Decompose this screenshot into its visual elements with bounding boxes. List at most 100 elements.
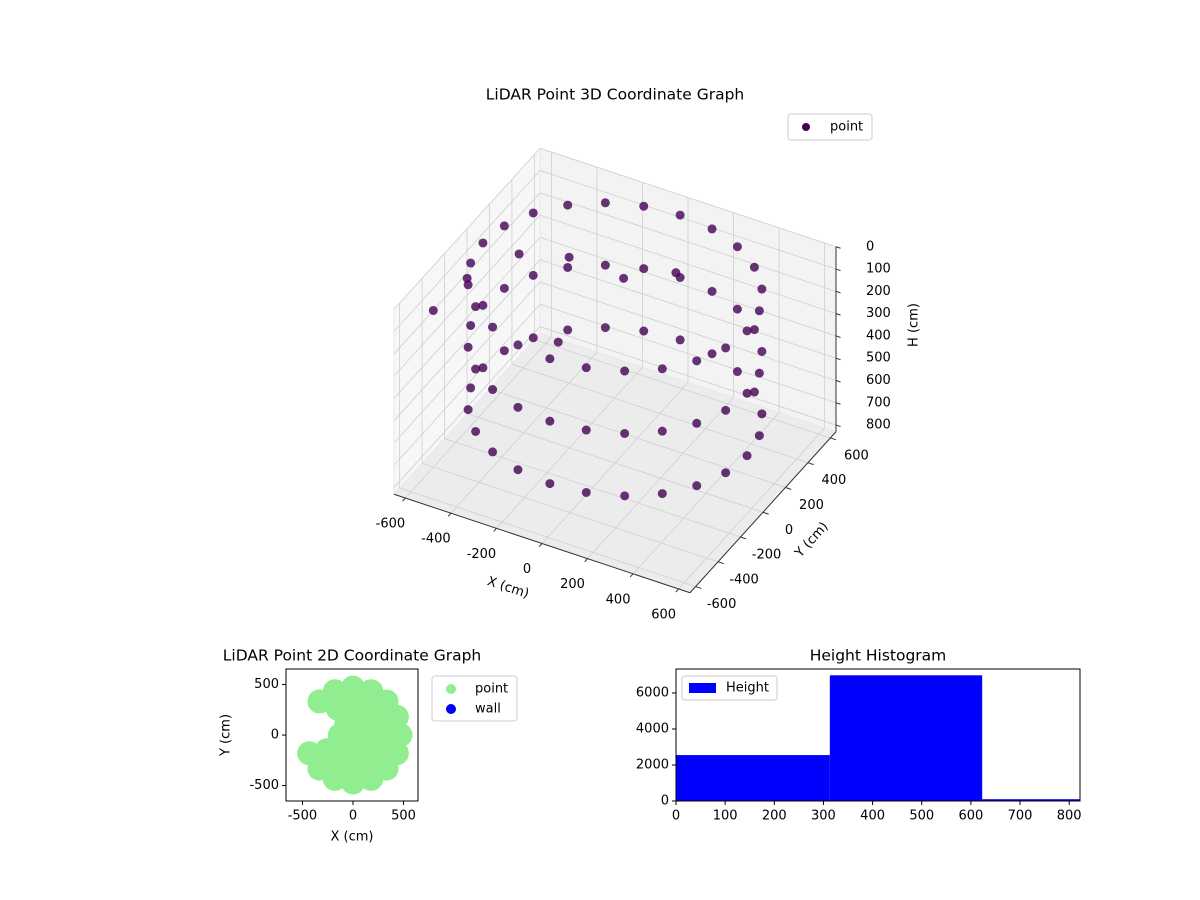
x-tick	[402, 497, 406, 502]
data-point	[671, 268, 681, 278]
bar	[829, 675, 983, 801]
grid-line	[393, 259, 541, 421]
axes-frame	[675, 668, 1081, 802]
data-point	[619, 273, 629, 283]
data-point	[499, 221, 509, 231]
y-tick	[830, 437, 837, 441]
y-tick-label: 600	[844, 448, 869, 463]
data-point	[478, 363, 488, 373]
data-point	[488, 385, 498, 395]
data-point	[749, 387, 759, 397]
x-tick-label: 600	[651, 607, 676, 622]
x-tick-label: 400	[606, 592, 631, 607]
chart-title: LiDAR Point 3D Coordinate Graph	[486, 86, 744, 104]
data-point	[742, 388, 752, 398]
x-tick	[538, 543, 543, 547]
grid-line	[539, 170, 837, 270]
data-point	[341, 770, 366, 795]
z-tick	[835, 313, 841, 316]
grid-line	[393, 147, 541, 310]
data-point	[466, 258, 476, 268]
z-tick	[835, 402, 841, 405]
data-point	[513, 465, 523, 475]
data-point	[513, 402, 523, 412]
bars	[676, 675, 1080, 801]
data-point	[341, 675, 366, 700]
z-tick	[835, 357, 841, 361]
plot-histogram: 0 100 200 300 400 500 600 700 800 0 2000 4000 6000 He…	[636, 668, 1082, 824]
grid-line	[539, 237, 837, 337]
chart-title: LiDAR Point 2D Coordinate Graph	[223, 647, 481, 665]
x-tick-label: 200	[762, 809, 787, 824]
data-point	[639, 326, 649, 336]
z-tick	[835, 335, 841, 338]
data-point	[499, 283, 509, 293]
data-point	[463, 280, 473, 290]
grid-line	[399, 487, 696, 587]
data-point	[528, 270, 538, 280]
x-tick	[629, 573, 634, 578]
y-tick-label: 200	[799, 498, 824, 513]
x-tick	[675, 588, 679, 593]
z-tick	[835, 246, 841, 249]
z-tick	[835, 268, 841, 272]
data-point	[742, 326, 752, 336]
z-tick-label: 100	[866, 262, 891, 277]
grid-line	[393, 192, 541, 355]
data-point	[742, 451, 752, 461]
y-tick-label: 0	[785, 523, 793, 538]
x-tick-label: 500	[909, 809, 934, 824]
bar	[982, 799, 1080, 801]
x-tick-label: 0	[349, 809, 357, 824]
y-axis-line	[689, 431, 837, 594]
data-point	[749, 325, 759, 335]
grid-line	[393, 281, 541, 444]
data-point	[754, 306, 764, 316]
z-axis-label: H (cm)	[907, 303, 922, 347]
grid-line	[539, 281, 837, 381]
data-point	[707, 224, 717, 234]
legend-label: Height	[726, 681, 769, 696]
grid-line	[539, 214, 837, 314]
y-tick	[762, 511, 769, 515]
grid-line	[539, 326, 837, 426]
data-point	[757, 284, 767, 294]
bar	[676, 755, 830, 801]
data-point	[721, 405, 731, 415]
grid-line	[539, 259, 837, 359]
data-point	[757, 409, 767, 419]
x-tick	[493, 528, 497, 532]
x-tick-label: 500	[391, 809, 416, 824]
grid-line	[539, 192, 837, 292]
data-point	[707, 349, 717, 359]
data-point	[463, 405, 473, 415]
legend-swatch	[689, 683, 716, 693]
grid-line	[393, 304, 541, 466]
y-tick-label: -600	[707, 597, 737, 612]
y-tick-label: 0	[271, 728, 279, 743]
z-tick-label: 600	[866, 373, 891, 388]
data-point	[757, 346, 767, 356]
data-point	[545, 354, 555, 364]
grid-line	[466, 413, 764, 513]
grid-line	[393, 170, 541, 332]
data-point	[563, 200, 573, 210]
y-tick-label: -200	[752, 548, 782, 563]
data-point	[732, 242, 742, 252]
x-tick-label: 0	[672, 809, 680, 824]
y-tick-label: 0	[661, 794, 669, 809]
y-tick-label: 500	[254, 677, 279, 692]
data-point	[513, 340, 523, 350]
data-point	[600, 260, 610, 270]
legend-label: wall	[475, 702, 501, 717]
data-point	[545, 479, 555, 489]
x-tick-label: -600	[376, 517, 406, 532]
y-tick-label: 6000	[636, 685, 669, 700]
data-point	[463, 342, 473, 352]
data-point	[471, 426, 481, 436]
data-point	[732, 304, 742, 314]
z-tick-label: 300	[866, 306, 891, 321]
legend-marker	[802, 123, 810, 131]
data-point	[388, 723, 413, 748]
grid-line	[511, 363, 809, 464]
